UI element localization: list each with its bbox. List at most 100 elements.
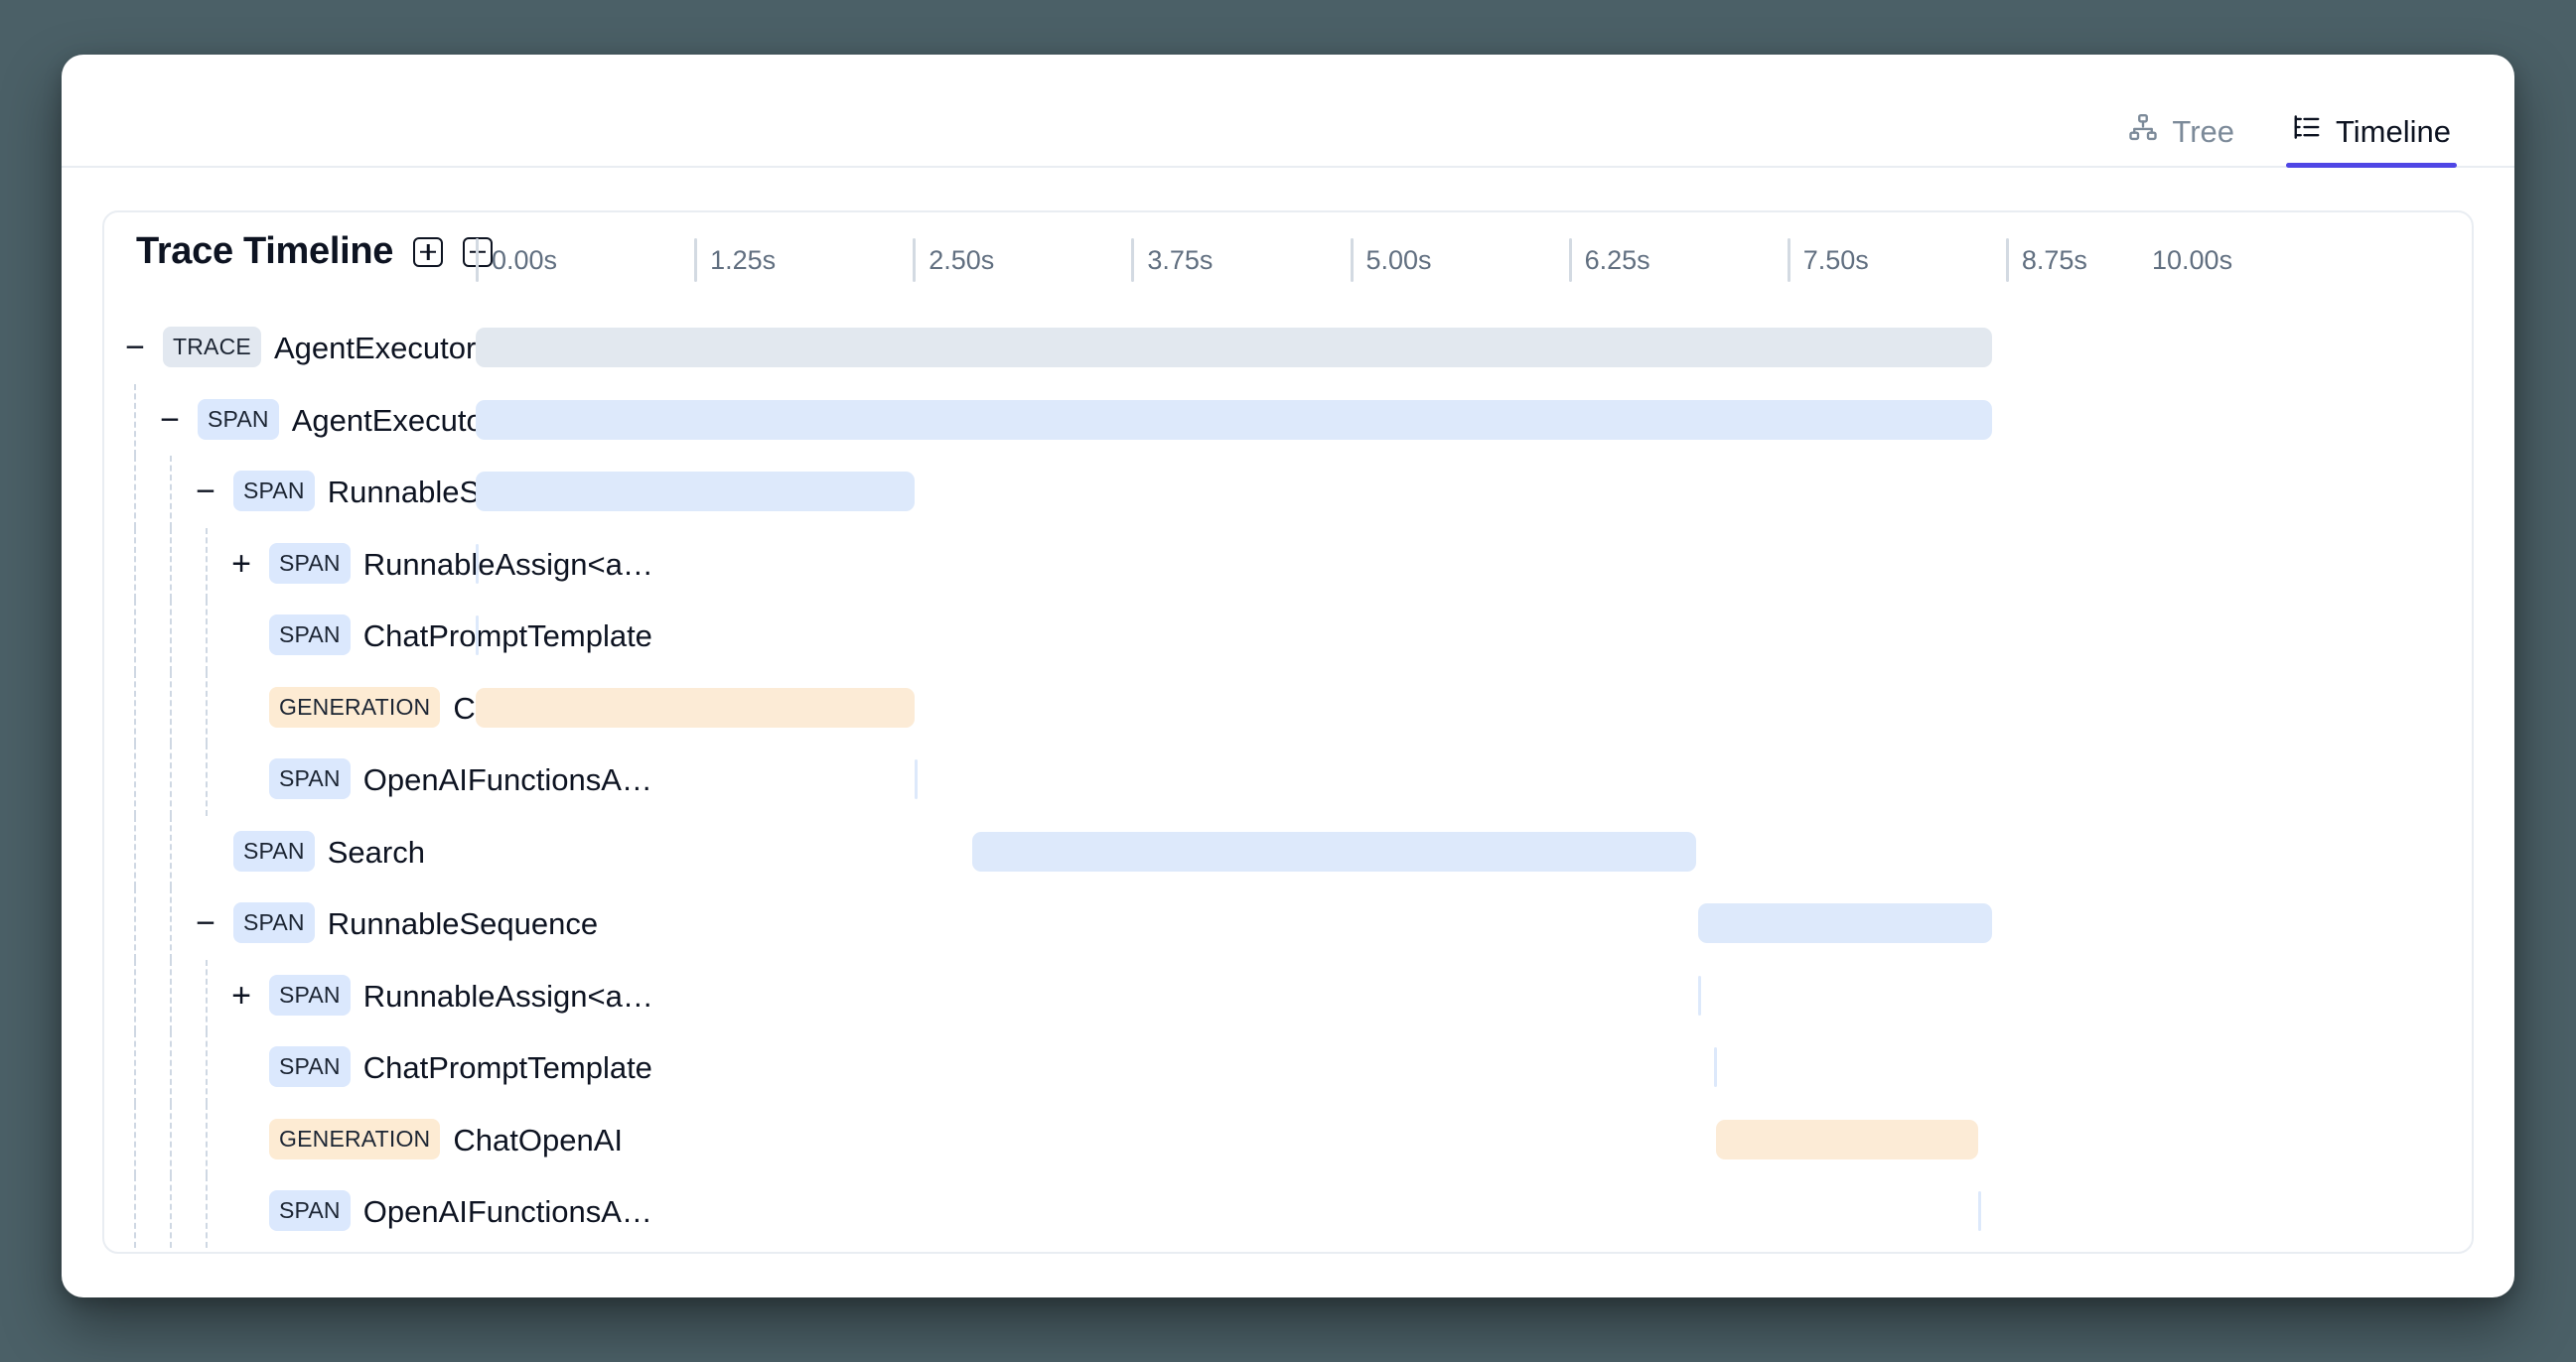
row-label-cell: − SPAN RunnableSequence (104, 887, 598, 960)
trace-viewer-window: Tree Timeline Trace Timeline (62, 55, 2514, 1297)
timeline-row[interactable]: − SPAN AgentExecutor (104, 383, 2472, 456)
axis-tick-line (1787, 238, 1790, 282)
row-timeline-track (476, 600, 2472, 672)
collapse-row-button[interactable]: − (125, 329, 145, 367)
axis-tick: 3.75s (1131, 238, 1213, 282)
axis-tick: 5.00s (1350, 238, 1432, 282)
tree-guide-line (134, 887, 136, 960)
tree-guide-line (170, 1031, 172, 1104)
row-name-label: RunnableAssign<a… (362, 546, 653, 582)
timeline-row[interactable]: + SPAN RunnableAssign<a… (104, 959, 2472, 1032)
row-name-label: AgentExecutor (291, 402, 495, 438)
observation-type-badge: SPAN (233, 830, 315, 872)
axis-tick: 2.50s (913, 238, 994, 282)
collapse-row-button[interactable]: − (196, 904, 215, 943)
timeline-bar[interactable] (476, 615, 479, 656)
row-timeline-track (476, 887, 2472, 960)
axis-tick-label: 1.25s (710, 244, 777, 275)
timeline-bar[interactable] (1697, 975, 1701, 1016)
trace-timeline-card: Trace Timeline 0.00s 1.25s 2.50s 3.75s 5.00s… (102, 210, 2474, 1254)
timeline-bar[interactable] (476, 687, 915, 728)
timeline-bar[interactable] (1697, 903, 1992, 944)
row-label-cell: + SPAN RunnableAssign<a… (104, 527, 653, 600)
timeline-row[interactable]: − TRACE AgentExecutor (104, 312, 2472, 384)
axis-tick: 10.00s (2152, 238, 2232, 282)
timeline-bar[interactable] (1977, 1191, 1981, 1232)
timeline-bar[interactable] (476, 328, 1992, 368)
expand-all-button[interactable] (413, 236, 444, 267)
timeline-row[interactable]: SPAN ChatPromptTemplate (104, 600, 2472, 672)
observation-type-badge: SPAN (269, 542, 351, 584)
timeline-bar[interactable] (1715, 1119, 1978, 1159)
axis-tick-line (1131, 238, 1135, 282)
row-label-cell: SPAN Search (104, 815, 476, 887)
timeline-header: Trace Timeline 0.00s 1.25s 2.50s 3.75s 5.00s… (104, 212, 2472, 312)
axis-tick: 1.25s (694, 238, 776, 282)
timeline-row[interactable]: − SPAN RunnableSequence (104, 456, 2472, 528)
tree-guide-line (206, 959, 208, 1031)
timeline-row[interactable]: SPAN ChatPromptTemplate (104, 1031, 2472, 1104)
tree-guide-line (170, 959, 172, 1031)
timeline-bar[interactable] (476, 543, 479, 584)
observation-type-badge: TRACE (163, 327, 261, 368)
observation-type-badge: SPAN (269, 1046, 351, 1088)
tree-guide-line (134, 959, 136, 1031)
timeline-bar[interactable] (476, 472, 915, 512)
observation-type-badge: SPAN (269, 614, 351, 656)
tab-tree[interactable]: Tree (2122, 112, 2240, 166)
timeline-bar[interactable] (476, 399, 1992, 440)
timeline-bar[interactable] (972, 831, 1697, 872)
timeline-rows: − TRACE AgentExecutor − SPAN AgentExecutor − SP… (104, 312, 2472, 1252)
view-tab-bar: Tree Timeline (62, 55, 2514, 168)
tree-guide-line (206, 671, 208, 744)
row-label-cell: GENERATION ChatOpenAI (104, 1103, 623, 1175)
row-label-cell: − SPAN RunnableSequence (104, 456, 598, 528)
timeline-row[interactable]: SPAN OpenAIFunctionsA… (104, 1175, 2472, 1248)
row-label-cell: SPAN OpenAIFunctionsA… (104, 1175, 652, 1248)
collapse-row-button[interactable]: − (160, 400, 180, 439)
tree-guide-line (134, 671, 136, 744)
collapse-row-button[interactable]: − (196, 473, 215, 511)
tree-guide-line (134, 456, 136, 528)
tab-tree-label: Tree (2172, 113, 2234, 149)
row-timeline-track (476, 744, 2472, 816)
axis-tick-label: 6.25s (1584, 244, 1650, 275)
row-timeline-track (476, 960, 2472, 1032)
expand-row-button[interactable]: + (231, 544, 251, 583)
tree-guide-line (170, 671, 172, 744)
tree-guide-line (134, 1103, 136, 1175)
axis-tick-line (2005, 238, 2009, 282)
timeline-title-group: Trace Timeline (136, 230, 494, 273)
tree-guide-line (170, 527, 172, 600)
axis-tick: 0.00s (476, 238, 557, 282)
row-timeline-track (476, 816, 2472, 888)
timeline-row[interactable]: − SPAN RunnableSequence (104, 887, 2472, 960)
tab-timeline-label: Timeline (2336, 113, 2451, 149)
tree-guide-line (134, 383, 136, 456)
row-name-label: ChatPromptTemplate (362, 618, 652, 654)
row-name-label: OpenAIFunctionsA… (362, 1194, 652, 1230)
timeline-bar[interactable] (1713, 1047, 1717, 1088)
axis-tick-label: 3.75s (1147, 244, 1214, 275)
row-timeline-track (476, 528, 2472, 601)
axis-tick-label: 5.00s (1365, 244, 1432, 275)
row-name-label: RunnableSequence (327, 906, 599, 942)
timeline-row[interactable]: SPAN OpenAIFunctionsA… (104, 744, 2472, 816)
expand-row-button[interactable]: + (231, 976, 251, 1015)
axis-tick-line (694, 238, 698, 282)
row-name-label: AgentExecutor (273, 331, 477, 366)
row-label-cell: − SPAN AgentExecutor (104, 383, 494, 456)
timeline-row[interactable]: + SPAN RunnableAssign<a… (104, 527, 2472, 601)
row-timeline-track (476, 456, 2472, 528)
axis-tick-line (1568, 238, 1572, 282)
tree-guide-line (206, 527, 208, 600)
observation-type-badge: SPAN (269, 1190, 351, 1232)
tree-hierarchy-icon (2128, 112, 2158, 150)
row-timeline-track (476, 1175, 2472, 1248)
axis-tick-label: 8.75s (2021, 244, 2087, 275)
tab-timeline[interactable]: Timeline (2286, 112, 2457, 168)
timeline-bar[interactable] (915, 759, 918, 800)
timeline-row[interactable]: SPAN Search (104, 815, 2472, 888)
